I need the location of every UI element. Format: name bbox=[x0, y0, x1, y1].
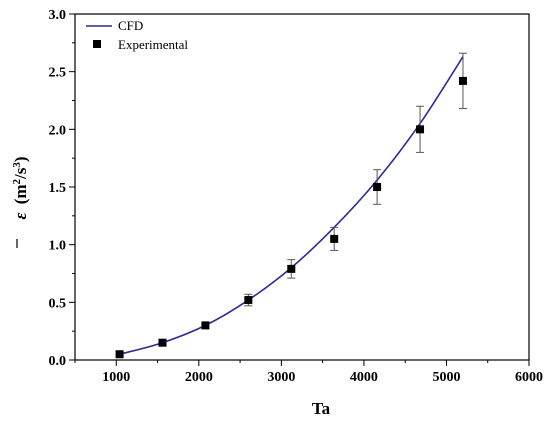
experimental-point bbox=[416, 125, 425, 134]
legend-cfd-label: CFD bbox=[118, 18, 143, 33]
y-axis-units-mid: /s bbox=[11, 167, 30, 180]
y-tick-label: 2.5 bbox=[49, 66, 67, 81]
y-tick-label: 3.0 bbox=[49, 8, 67, 23]
y-axis-label: ε (m2/s3) bbox=[11, 156, 30, 219]
cfd-line bbox=[119, 56, 464, 356]
legend: CFD Experimental bbox=[86, 18, 188, 52]
experimental-point bbox=[458, 76, 467, 85]
x-tick-label: 1000 bbox=[102, 370, 130, 385]
y-axis-symbol: ε bbox=[11, 213, 30, 220]
x-tick-label: 5000 bbox=[432, 370, 460, 385]
y-axis-units: (m bbox=[11, 184, 30, 204]
legend-experimental-swatch bbox=[93, 40, 101, 48]
y-tick-label: 1.0 bbox=[49, 239, 67, 254]
legend-experimental-label: Experimental bbox=[118, 37, 188, 52]
y-tick-label: 1.5 bbox=[49, 181, 67, 196]
experimental-point bbox=[330, 234, 339, 243]
x-tick-label: 6000 bbox=[515, 370, 543, 385]
experimental-point bbox=[244, 296, 253, 305]
experimental-point bbox=[373, 183, 382, 191]
y-tick-label: 0.5 bbox=[49, 296, 67, 311]
y-axis-units-end: ) bbox=[11, 156, 30, 162]
experimental-point bbox=[158, 338, 167, 347]
experimental-point bbox=[201, 321, 210, 330]
plot-layer: 1000 2000 3000 4000 5000 6000 0.0 0.5 1.0 1.5 2.0 2… bbox=[49, 8, 544, 385]
x-tick-label: 4000 bbox=[350, 370, 378, 385]
svg-text:ε (m2/s3): ε (m2/s3) bbox=[11, 156, 30, 219]
y-axis-units-sup2: 3 bbox=[11, 162, 23, 168]
experimental-point bbox=[115, 350, 124, 359]
y-axis-units-sup1: 2 bbox=[11, 178, 23, 184]
y-tick-label: 0.0 bbox=[49, 354, 67, 369]
x-axis-label: Ta bbox=[312, 399, 331, 418]
x-tick-label: 2000 bbox=[185, 370, 213, 385]
y-tick-label: 2.0 bbox=[49, 123, 67, 138]
experimental-point bbox=[287, 264, 296, 273]
x-tick-label: 3000 bbox=[267, 370, 295, 385]
plot-frame bbox=[74, 13, 530, 361]
